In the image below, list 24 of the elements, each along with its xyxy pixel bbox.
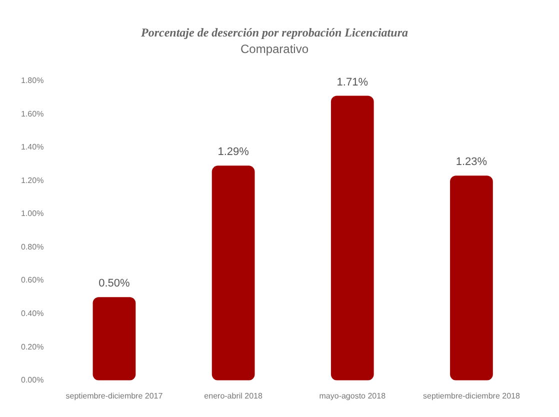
y-tick-label: 1.20%	[20, 176, 44, 185]
y-tick-label: 1.40%	[20, 142, 44, 152]
chart-subtitle: Comparativo	[240, 42, 309, 56]
y-tick-label: 1.80%	[20, 76, 44, 86]
x-tick-label: septiembre-diciembre 2018	[422, 391, 520, 400]
data-label: 0.50%	[98, 278, 130, 290]
y-tick-label: 1.00%	[20, 209, 44, 218]
data-label: 1.71%	[336, 76, 368, 88]
chart-title: Porcentaje de deserción por reprobación Licenciatura	[141, 25, 408, 40]
data-label: 1.23%	[456, 156, 488, 168]
x-tick-label: septiembre-diciembre 2017	[66, 391, 164, 400]
y-tick-label: 1.60%	[20, 109, 44, 118]
y-tick-label: 0.80%	[20, 242, 44, 252]
y-tick-label: 0.60%	[20, 276, 44, 285]
y-tick-label: 0.40%	[20, 309, 44, 318]
bar	[330, 96, 374, 380]
x-tick-label: enero-abril 2018	[204, 391, 263, 400]
bar	[92, 297, 136, 380]
x-tick-label: mayo-agosto 2018	[319, 391, 386, 400]
y-tick-label: 0.00%	[20, 376, 44, 385]
bar	[212, 166, 255, 380]
y-tick-label: 0.20%	[20, 342, 44, 352]
data-label: 1.29%	[218, 146, 250, 158]
bar	[450, 176, 493, 380]
